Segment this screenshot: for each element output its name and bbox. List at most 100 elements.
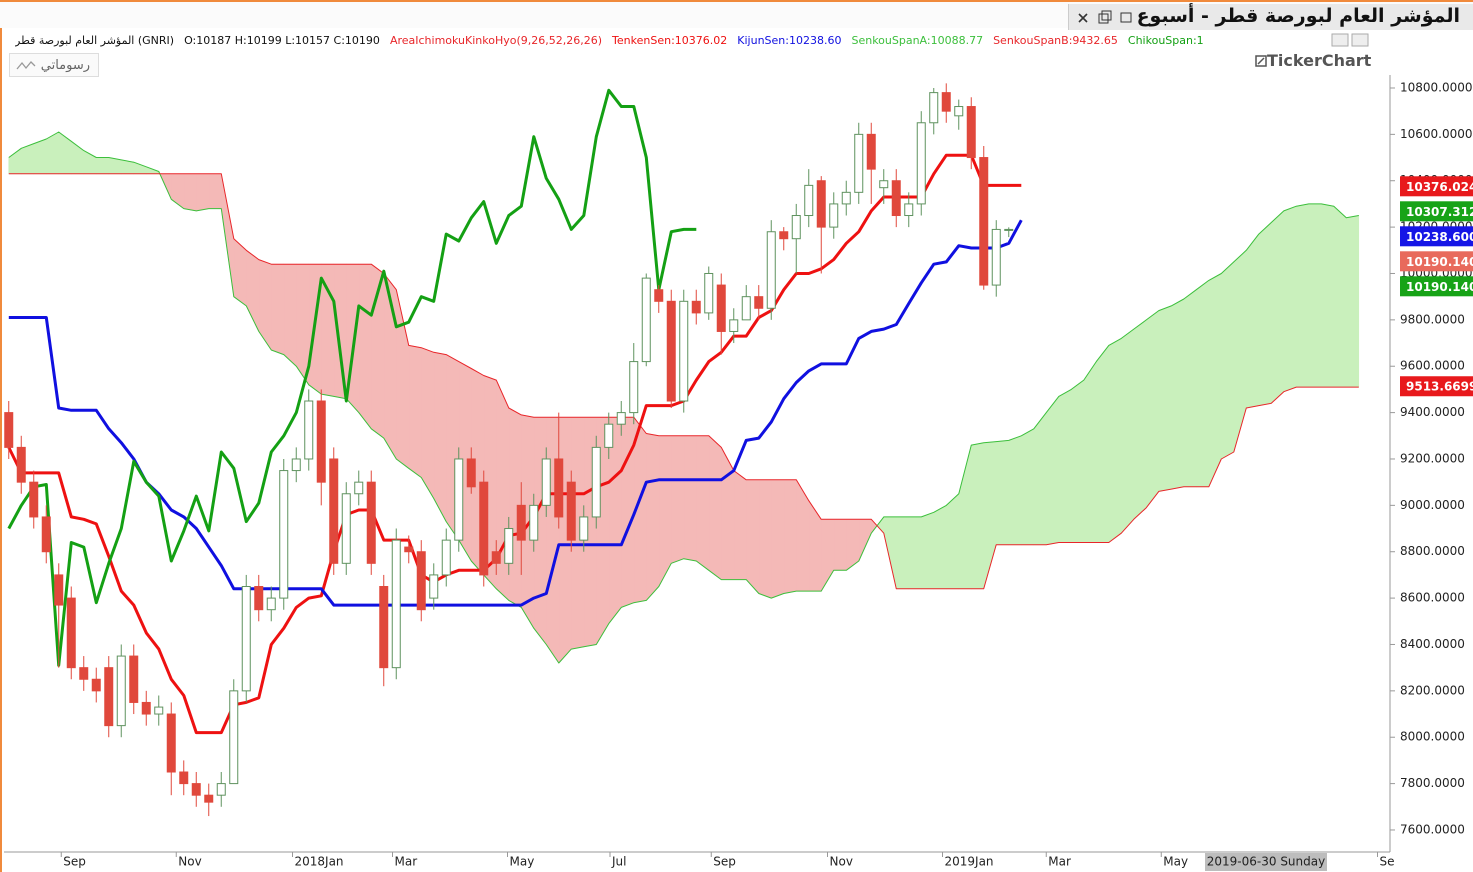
y-tick-label: 9800.0000 <box>1400 312 1465 326</box>
cloud-fill <box>1183 289 1197 488</box>
candle-body <box>879 180 889 189</box>
cursor-label: 2019-06-30 Sunday <box>1207 855 1325 869</box>
line <box>8 131 1359 664</box>
cloud-fill <box>8 147 22 175</box>
candle-body <box>316 400 326 483</box>
legend-entry: ChikouSpan:1 <box>1127 33 1204 47</box>
info-line: المؤشر العام لبورصة قطر (GNRI) O:10187 H… <box>15 32 1330 48</box>
detach-icon[interactable] <box>1120 12 1132 23</box>
cloud-fill <box>970 442 985 590</box>
drawings-label[interactable]: رسوماتي <box>40 57 90 73</box>
candle-body <box>616 412 626 425</box>
candle-body <box>54 574 64 606</box>
cloud-fill <box>933 504 947 590</box>
y-tick-label: 8800.0000 <box>1400 544 1465 558</box>
candle-body <box>466 458 476 488</box>
candle-body <box>1004 228 1014 231</box>
y-tick-label: 7600.0000 <box>1400 822 1465 836</box>
price-tag <box>1400 376 1473 397</box>
panel-button[interactable] <box>1331 33 1349 47</box>
restore-icon[interactable] <box>1098 13 1109 24</box>
cloud-fill <box>270 263 285 356</box>
candle-body <box>791 215 801 240</box>
window-controls[interactable] <box>1075 6 1145 30</box>
cloud-fill <box>808 499 822 592</box>
candle-body <box>4 412 14 448</box>
cloud-fill <box>1308 203 1322 388</box>
candle-body <box>129 655 139 703</box>
x-tick-label: Nov <box>830 855 853 869</box>
title-box: المؤشر العام لبورصة قطر - أسبوع <box>1068 4 1473 30</box>
candle-body <box>79 667 89 680</box>
cloud-fill <box>1320 203 1335 388</box>
cloud-fill <box>670 435 685 564</box>
cursor-label-bg <box>1205 853 1327 871</box>
candle-body <box>541 458 551 506</box>
panel-controls[interactable] <box>1330 32 1370 48</box>
drawings-button[interactable]: رسوماتي <box>9 53 99 77</box>
candle-body <box>504 528 514 564</box>
cloud-fill <box>183 173 197 212</box>
cloud-fill <box>645 433 660 602</box>
cloud-fill <box>195 173 210 212</box>
cloud-fill <box>733 469 747 580</box>
candle-body <box>354 481 364 495</box>
candle-body <box>229 690 239 785</box>
indicator: AreaIchimokuKinkoHyo(9,26,52,26,26) <box>389 33 603 47</box>
cloud-fill <box>433 351 447 522</box>
price-tag-label: 10238.6001 <box>1406 230 1473 244</box>
candle-body <box>104 667 114 727</box>
line <box>8 219 1023 607</box>
cloud-fill <box>1233 249 1247 453</box>
restore-icon-back <box>1101 10 1112 21</box>
cloud-fill <box>1120 328 1135 534</box>
candle-body <box>729 319 739 332</box>
panel-button[interactable] <box>1351 33 1369 47</box>
candle-body <box>304 400 314 460</box>
price-tag-label: 10376.0249 <box>1406 180 1473 194</box>
candle-body <box>841 191 851 205</box>
cloud-fill <box>545 416 560 665</box>
cloud-fill <box>920 511 935 590</box>
cloud-fill <box>658 435 672 587</box>
candle-body <box>329 458 339 564</box>
cloud-fill <box>1270 210 1285 405</box>
line <box>7 88 697 667</box>
legend-entry: KijunSen:10238.60 <box>737 33 842 47</box>
candle-body <box>691 300 701 314</box>
y-tick-label: 8600.0000 <box>1400 591 1465 605</box>
symbol: المؤشر العام لبورصة قطر (GNRI) <box>15 33 175 47</box>
cloud-fill <box>358 263 372 430</box>
candle-body <box>454 458 464 541</box>
price-tag <box>1400 226 1473 247</box>
candles <box>4 83 1014 817</box>
candle-body <box>679 300 689 402</box>
cloud-fill <box>770 479 785 599</box>
candle-body <box>766 231 776 309</box>
cloud-fill <box>908 516 922 590</box>
cloud-fill <box>33 138 47 175</box>
candle-body <box>254 586 264 611</box>
candle-body <box>629 361 639 414</box>
price-tag <box>1400 201 1473 222</box>
cloud-fill <box>283 263 297 367</box>
cloud-fill <box>58 131 72 175</box>
cloud-fill <box>1108 337 1122 544</box>
candle-body <box>654 289 664 302</box>
candle-body <box>829 203 839 228</box>
candle-body <box>29 481 39 518</box>
cloud-fill <box>1295 203 1310 388</box>
candle-body <box>941 92 951 112</box>
candle-body <box>391 539 401 669</box>
x-tick-label: Sep <box>63 855 86 869</box>
logo-icon <box>1255 55 1267 67</box>
candle-body <box>141 701 151 715</box>
candle-body <box>379 586 389 669</box>
candle-body <box>154 706 164 715</box>
candle-body <box>991 228 1001 286</box>
candle-body <box>91 678 101 692</box>
candle-body <box>166 713 176 773</box>
candle-body <box>191 783 201 796</box>
close-icon[interactable] <box>1078 13 1088 23</box>
